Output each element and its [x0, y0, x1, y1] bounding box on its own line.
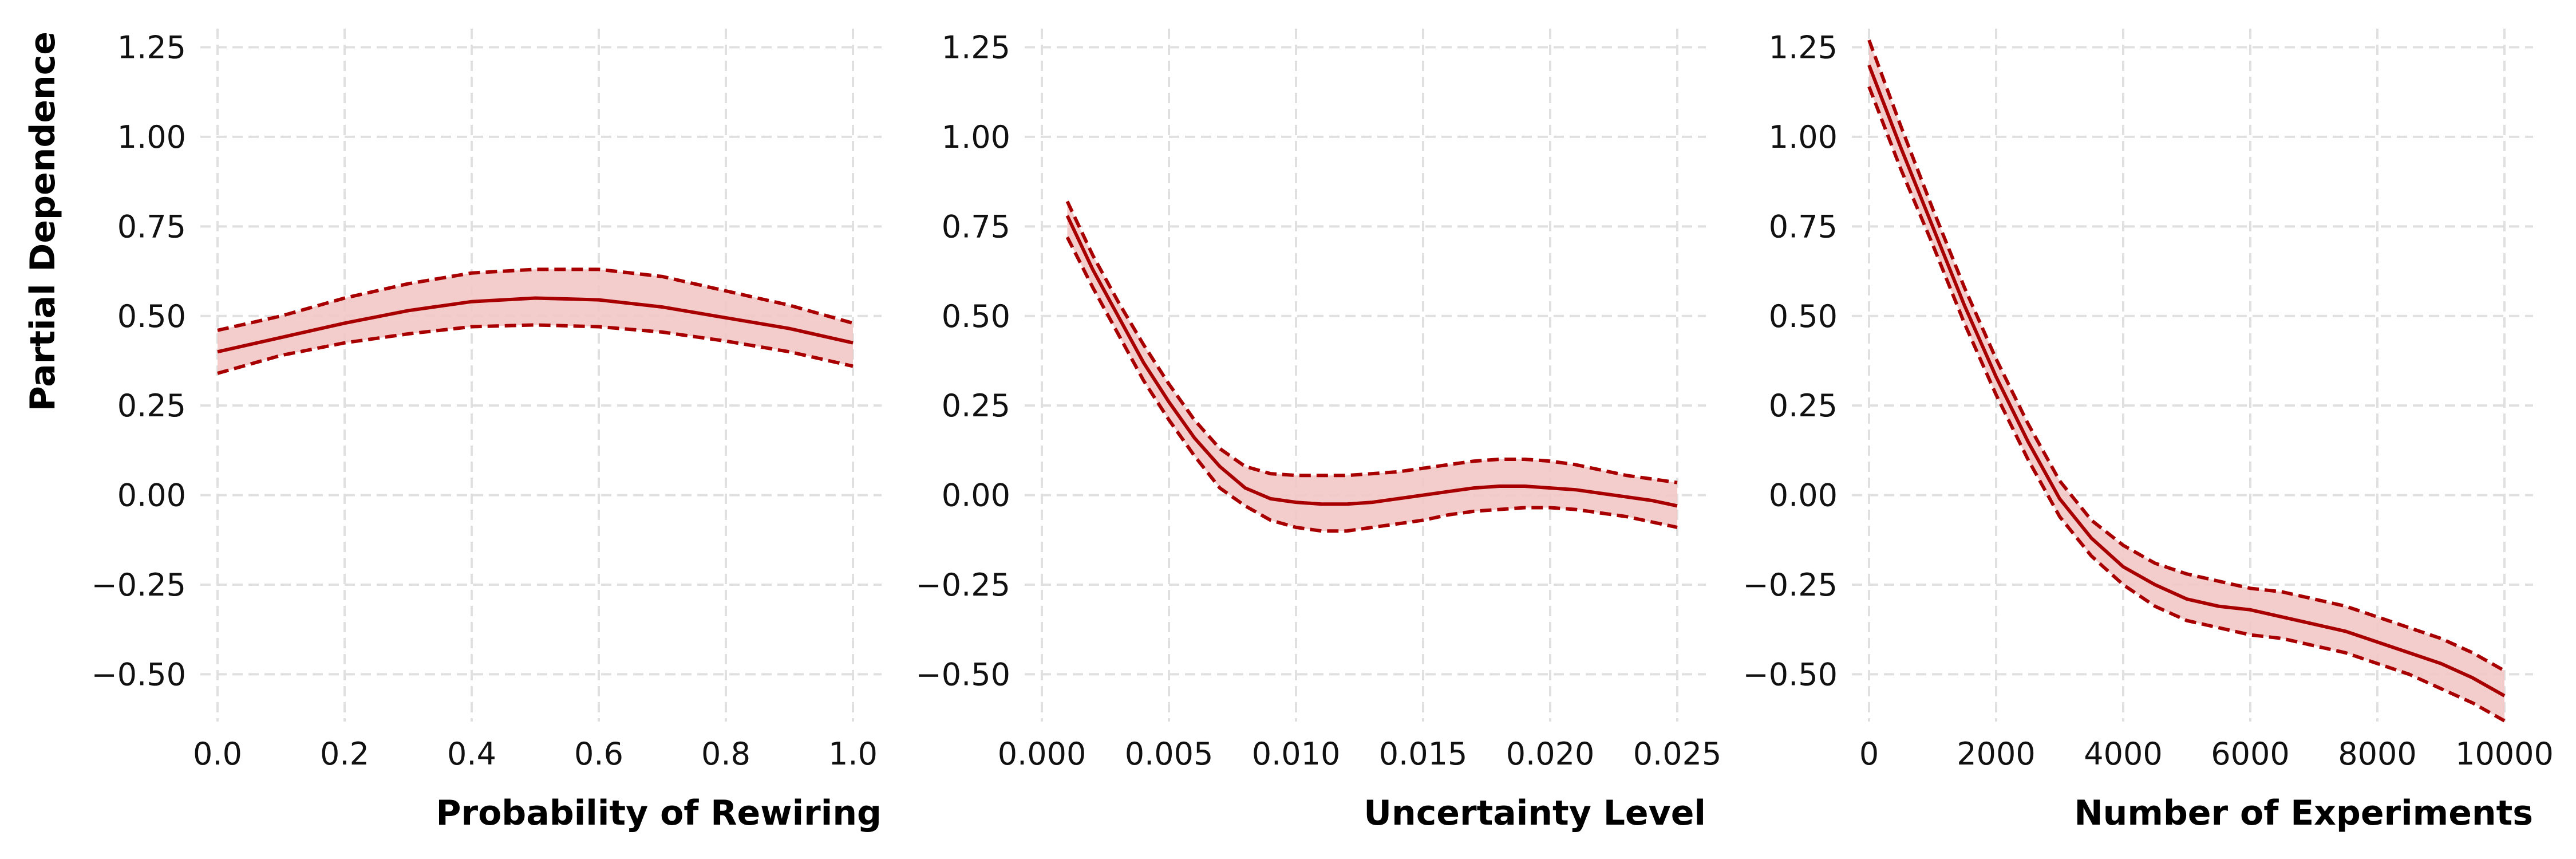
- y-tick-label: −0.50: [916, 656, 1010, 692]
- y-tick-label: 0.75: [942, 208, 1010, 245]
- y-tick-label: 1.25: [942, 30, 1010, 66]
- chart-panel-1: 1.25 1.00 0.75 0.50 0.25 0.00 −0.25 −0.50 0.0 0.2…: [23, 29, 882, 833]
- y-tick-label: 0.00: [117, 478, 186, 514]
- y-tick-label: 0.50: [1769, 298, 1838, 334]
- lower-bound-line: [1065, 236, 1678, 533]
- x-tick-label: 0.6: [574, 736, 623, 772]
- x-tick-label: 0.010: [1252, 736, 1341, 772]
- x-tick-label: 0.015: [1379, 736, 1468, 772]
- x-tick-label: 8000: [2338, 736, 2416, 772]
- x-tick-label: 0.8: [701, 736, 750, 772]
- y-tick-label: 0.25: [1769, 388, 1838, 424]
- x-tick-label: 0.0: [193, 736, 242, 772]
- y-tick-label: 0.50: [117, 298, 186, 334]
- x-axis-title: Uncertainty Level: [1364, 793, 1706, 833]
- x-tick-label: 2000: [1957, 736, 2035, 772]
- x-tick-label: 0.025: [1633, 736, 1722, 772]
- y-tick-label: −0.25: [92, 567, 186, 603]
- y-tick-label: 0.50: [942, 298, 1010, 334]
- x-tick-label: 0: [1859, 736, 1879, 772]
- y-axis-title: Partial Dependence: [23, 31, 63, 411]
- confidence-band: [1067, 201, 1677, 531]
- x-tick-label: 1.0: [828, 736, 878, 772]
- y-tick-label: 0.75: [1769, 208, 1838, 245]
- y-tick-label: 1.00: [117, 119, 186, 155]
- mean-line: [1065, 215, 1678, 508]
- y-tick-label: 1.00: [1769, 119, 1838, 155]
- x-tick-label: 6000: [2211, 736, 2289, 772]
- y-tick-label: −0.25: [1743, 567, 1838, 603]
- x-tick-label: 0.000: [998, 736, 1086, 772]
- lower-bound-line: [1867, 86, 2506, 723]
- lower-bound-line: [217, 323, 854, 375]
- mean-line: [217, 296, 854, 354]
- x-tick-label: 4000: [2084, 736, 2162, 772]
- x-tick-label: 10000: [2455, 736, 2554, 772]
- y-tick-label: 0.00: [1769, 478, 1838, 514]
- y-tick-label: 1.25: [1769, 30, 1838, 66]
- confidence-band: [218, 269, 853, 373]
- x-tick-label: 0.2: [320, 736, 369, 772]
- y-tick-label: −0.25: [916, 567, 1010, 603]
- mean-line: [1867, 64, 2506, 698]
- upper-bound-line: [1065, 200, 1678, 484]
- y-tick-label: −0.50: [92, 656, 186, 692]
- upper-bound-line: [217, 267, 854, 332]
- y-tick-label: −0.50: [1743, 656, 1838, 692]
- chart-panel-3: 1.25 1.00 0.75 0.50 0.25 0.00 −0.25 −0.50 0 2000 4…: [1743, 29, 2554, 833]
- y-tick-label: 0.25: [117, 388, 186, 424]
- chart-panel-2: 1.25 1.00 0.75 0.50 0.25 0.00 −0.25 −0.50 0.000 0…: [916, 29, 1722, 833]
- upper-bound-line: [1867, 39, 2506, 672]
- chart-panels: 1.251.000.750.500.250.00−0.25−0.500.0 0.2…: [23, 29, 2554, 833]
- x-tick-label: 0.005: [1125, 736, 1214, 772]
- y-tick-label: 1.00: [942, 119, 1010, 155]
- y-tick-label: 0.00: [942, 478, 1010, 514]
- x-tick-label: 0.4: [447, 736, 496, 772]
- y-tick-label: 1.25: [117, 30, 186, 66]
- y-tick-label: 0.25: [942, 388, 1010, 424]
- y-tick-label: 0.75: [117, 208, 186, 245]
- x-axis-title: Number of Experiments: [2074, 793, 2533, 833]
- x-axis-title: Probability of Rewiring: [436, 793, 882, 833]
- x-tick-label: 0.020: [1506, 736, 1595, 772]
